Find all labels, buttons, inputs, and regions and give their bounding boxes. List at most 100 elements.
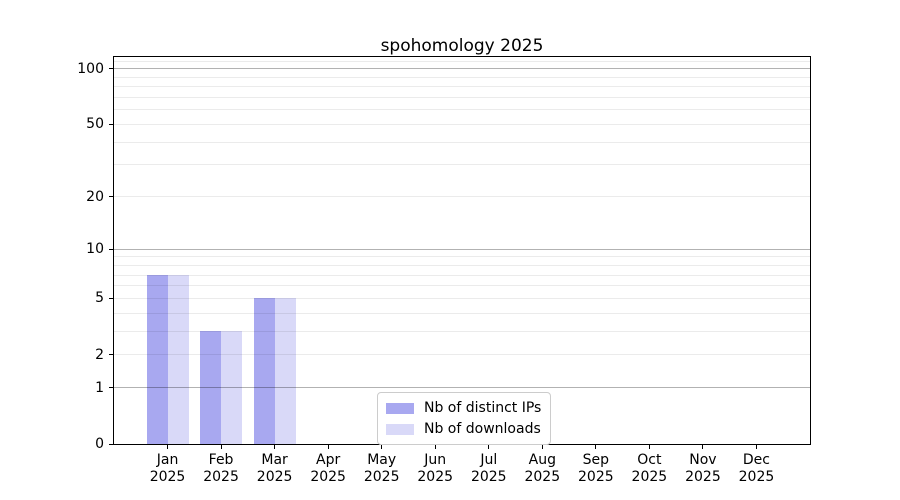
y-tick-mark: [109, 248, 113, 250]
x-tick-year: 2025: [524, 469, 561, 485]
gridline: [114, 387, 810, 389]
y-tick-mark: [109, 123, 113, 125]
x-tick-year: 2025: [203, 469, 239, 485]
x-tick-mark: [648, 445, 650, 449]
y-tick-label: 2: [95, 346, 104, 363]
gridline: [114, 248, 810, 250]
y-tick-label: 50: [86, 116, 104, 133]
x-tick-month: Jan: [156, 452, 179, 468]
x-tick-mark: [755, 445, 757, 449]
gridline: [114, 76, 810, 78]
x-tick-mark: [381, 445, 383, 449]
x-tick-label-may: May 2025: [354, 452, 410, 486]
x-tick-mark: [541, 445, 543, 449]
x-tick-mark: [167, 445, 169, 449]
gridline: [114, 141, 810, 143]
legend-swatch: [386, 423, 414, 435]
y-tick-label: 1: [95, 379, 104, 396]
x-tick-mark: [488, 445, 490, 449]
bar-nb-of-distinct-ips-feb: [200, 331, 222, 444]
x-tick-label-oct: Oct 2025: [621, 452, 677, 486]
x-tick-year: 2025: [578, 469, 614, 485]
y-tick-label: 10: [86, 241, 104, 258]
x-tick-year: 2025: [685, 469, 721, 485]
x-tick-year: 2025: [363, 469, 400, 485]
x-tick-month: Apr: [316, 452, 341, 468]
y-tick-label: 100: [77, 60, 104, 77]
gridline: [114, 274, 810, 276]
x-tick-label-feb: Feb 2025: [193, 452, 249, 486]
gridline: [114, 297, 810, 299]
y-tick-label: 5: [95, 290, 104, 307]
gridline: [114, 60, 810, 62]
bar-nb-of-downloads-feb: [221, 331, 243, 444]
gridline: [114, 264, 810, 266]
x-tick-month: Jun: [424, 452, 447, 468]
x-tick-month: Nov: [689, 452, 717, 468]
x-tick-month: Jul: [480, 452, 498, 468]
x-tick-year: 2025: [738, 469, 775, 485]
bar-nb-of-downloads-mar: [274, 298, 296, 444]
x-tick-year: 2025: [417, 469, 454, 485]
y-tick-mark: [109, 297, 113, 299]
gridline: [114, 330, 810, 332]
gridline: [114, 312, 810, 314]
chart-title: spohomology 2025: [380, 36, 544, 56]
legend: Nb of distinct IPs Nb of downloads: [377, 392, 552, 445]
x-tick-month: Aug: [528, 452, 556, 468]
legend-label: Nb of downloads: [424, 421, 541, 437]
x-tick-label-apr: Apr 2025: [300, 452, 356, 486]
x-tick-mark: [595, 445, 597, 449]
legend-item-nb-of-downloads: Nb of downloads: [386, 419, 541, 439]
gridline: [114, 256, 810, 258]
y-tick-mark: [109, 443, 113, 445]
x-tick-month: Mar: [261, 452, 288, 468]
gridline: [114, 285, 810, 287]
x-tick-month: Oct: [637, 452, 662, 468]
bar-nb-of-downloads-jan: [167, 275, 189, 444]
bar-nb-of-distinct-ips-mar: [253, 298, 275, 444]
gridline: [114, 196, 810, 198]
x-tick-label-jan: Jan 2025: [140, 452, 196, 486]
x-tick-month: Dec: [742, 452, 770, 468]
x-tick-month: Feb: [208, 452, 234, 468]
x-tick-mark: [220, 445, 222, 449]
x-tick-label-mar: Mar 2025: [247, 452, 303, 486]
y-tick-mark: [109, 196, 113, 198]
plot-area: [113, 56, 811, 445]
x-tick-label-jun: Jun 2025: [407, 452, 463, 486]
y-tick-label: 0: [95, 436, 104, 452]
legend-label: Nb of distinct IPs: [424, 400, 542, 416]
x-tick-year: 2025: [256, 469, 293, 485]
x-tick-month: May: [367, 452, 397, 468]
x-tick-label-jul: Jul 2025: [461, 452, 517, 486]
x-tick-mark: [274, 445, 276, 449]
y-tick-label: 20: [86, 188, 104, 205]
x-tick-label-aug: Aug 2025: [514, 452, 570, 486]
x-tick-mark: [434, 445, 436, 449]
gridline: [114, 354, 810, 356]
gridline: [114, 68, 810, 70]
x-tick-year: 2025: [149, 469, 186, 485]
gridline: [114, 164, 810, 166]
gridline: [114, 86, 810, 88]
bar-nb-of-distinct-ips-jan: [146, 275, 168, 444]
y-tick-mark: [109, 354, 113, 356]
x-tick-month: Sep: [582, 452, 610, 468]
y-tick-mark: [109, 387, 113, 389]
x-tick-year: 2025: [470, 469, 507, 485]
legend-item-nb-of-distinct-ips: Nb of distinct IPs: [386, 398, 541, 418]
legend-swatch: [386, 402, 414, 414]
x-tick-label-nov: Nov 2025: [675, 452, 731, 486]
x-tick-label-sep: Sep 2025: [568, 452, 624, 486]
gridline: [114, 123, 810, 125]
x-tick-mark: [702, 445, 704, 449]
x-tick-label-dec: Dec 2025: [728, 452, 784, 486]
x-tick-mark: [327, 445, 329, 449]
y-tick-mark: [109, 68, 113, 70]
x-tick-year: 2025: [310, 469, 346, 485]
x-tick-year: 2025: [631, 469, 668, 485]
gridline: [114, 109, 810, 111]
gridline: [114, 97, 810, 99]
